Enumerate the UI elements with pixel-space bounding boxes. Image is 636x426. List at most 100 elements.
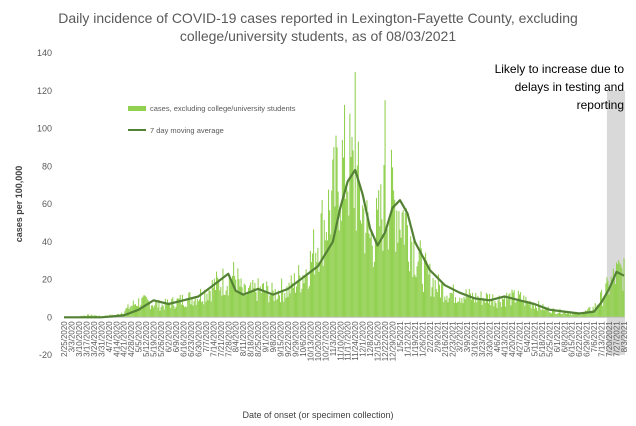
x-tick-label: 8/18/2020 <box>247 321 256 357</box>
bar <box>502 299 504 318</box>
bar <box>476 302 478 318</box>
y-tick-label: 40 <box>42 237 52 247</box>
bar <box>214 290 216 318</box>
bar <box>449 293 451 318</box>
bar <box>520 292 522 318</box>
bar <box>513 290 515 318</box>
bar <box>176 298 178 318</box>
bar <box>155 302 157 318</box>
bar <box>227 295 229 318</box>
bar <box>432 278 434 318</box>
bar <box>157 307 159 318</box>
bar <box>140 305 142 318</box>
y-tick-label: 20 <box>42 275 52 285</box>
bar <box>505 306 507 318</box>
bar <box>339 211 341 318</box>
bar <box>186 307 188 318</box>
bar <box>372 266 374 318</box>
bar <box>249 285 251 318</box>
bar <box>580 314 582 318</box>
bar <box>385 228 387 318</box>
bar <box>394 199 396 318</box>
bar <box>622 290 624 318</box>
bar <box>240 278 242 318</box>
x-tick-label: 11/24/2020 <box>351 321 360 361</box>
bar <box>426 260 428 318</box>
bar <box>282 289 284 318</box>
legend-label-line: 7 day moving average <box>150 126 224 135</box>
bar <box>549 312 551 318</box>
annotation-line-3: reporting <box>576 98 624 112</box>
bar <box>331 190 333 318</box>
bar <box>364 253 366 318</box>
x-tick-label: 6/22/2021 <box>575 321 584 357</box>
bar <box>149 309 151 318</box>
bar <box>243 283 245 318</box>
bar <box>523 295 525 318</box>
y-tick-label: 60 <box>42 199 52 209</box>
bar <box>294 292 296 318</box>
bar <box>329 210 331 318</box>
bar <box>162 305 164 318</box>
x-tick-label: 5/25/2021 <box>545 321 554 357</box>
x-tick-label: 1/12/2021 <box>403 321 412 357</box>
bar <box>488 303 490 318</box>
bar <box>370 230 372 318</box>
x-tick-label: 8/3/2021 <box>620 321 629 353</box>
bar <box>566 313 568 318</box>
bar <box>623 258 625 318</box>
bar <box>556 314 558 318</box>
bar <box>514 302 516 318</box>
bar <box>493 306 495 318</box>
bar <box>254 282 256 318</box>
bar <box>509 293 511 318</box>
bar <box>522 301 524 318</box>
bar <box>165 304 167 318</box>
bar <box>233 262 235 318</box>
bar <box>474 302 476 318</box>
bar <box>465 289 467 318</box>
bar <box>280 302 282 318</box>
bar <box>255 292 257 318</box>
bar <box>440 297 442 318</box>
y-axis-title: cases per 100,000 <box>14 166 24 243</box>
x-tick-label: 2/25/2020 <box>60 321 69 357</box>
bar <box>314 274 316 318</box>
bar <box>555 313 557 318</box>
x-tick-label: 12/1/2020 <box>359 321 368 357</box>
bar <box>139 307 141 318</box>
bar <box>274 288 276 318</box>
bar <box>374 242 376 318</box>
x-tick-label: 5/12/2020 <box>142 321 151 357</box>
bar <box>534 304 536 318</box>
bar <box>270 293 272 318</box>
bar <box>202 301 204 318</box>
bar <box>527 300 529 318</box>
bar <box>388 217 390 318</box>
bar <box>518 294 520 318</box>
bar <box>441 283 443 318</box>
bar <box>158 299 160 318</box>
x-tick-label: 11/10/2020 <box>336 321 345 361</box>
bar <box>222 268 224 318</box>
bar <box>565 313 567 318</box>
bar <box>466 296 468 318</box>
bar <box>475 292 477 318</box>
bar <box>546 309 548 318</box>
bar <box>512 292 514 318</box>
bar <box>544 306 546 318</box>
bar <box>621 267 623 318</box>
x-tick-label: 12/15/2020 <box>374 321 383 362</box>
bar <box>125 308 127 318</box>
bar <box>561 314 563 318</box>
x-tick-label: 3/17/2020 <box>82 321 91 357</box>
bar <box>442 283 444 318</box>
bar <box>608 294 610 318</box>
bar <box>418 251 420 318</box>
bar <box>597 305 599 318</box>
bar <box>308 286 310 318</box>
bar <box>430 296 432 318</box>
bar <box>433 296 435 318</box>
bar <box>277 290 279 318</box>
bar <box>536 307 538 318</box>
